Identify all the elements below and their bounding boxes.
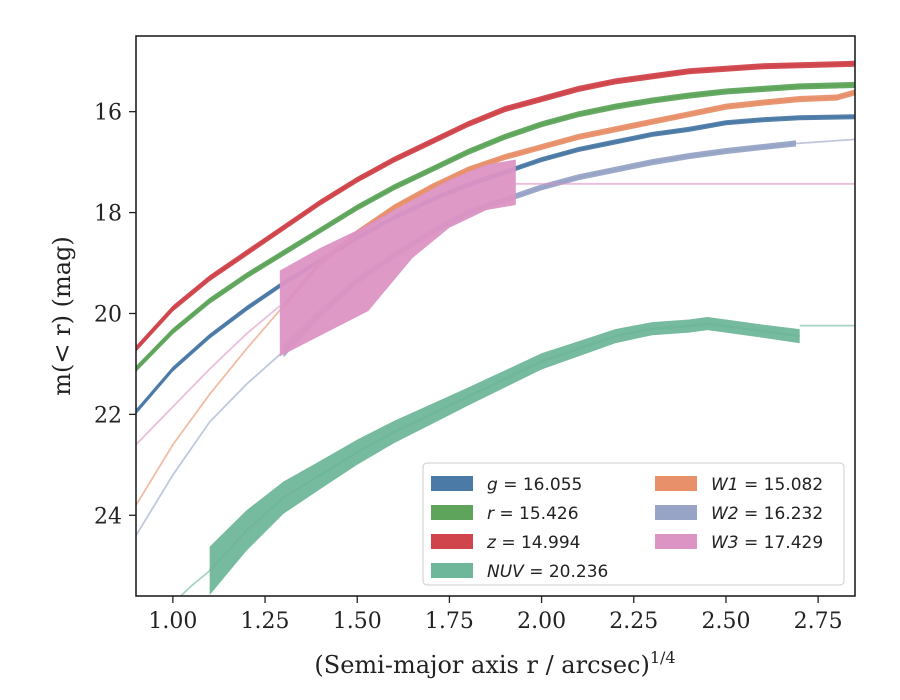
legend-label-w3: W3 = 17.429: [711, 533, 823, 553]
y-tick-label: 18: [94, 202, 122, 227]
series-layer: [136, 60, 855, 596]
legend-swatch-r: [431, 505, 473, 520]
series-nuv-band: [209, 317, 800, 595]
y-tick-label: 20: [94, 302, 122, 327]
legend-label-g: g = 16.055: [487, 475, 582, 495]
y-tick-label: 24: [94, 504, 122, 529]
series-w3-faint-segment: [136, 305, 281, 446]
y-tick-label: 16: [94, 101, 122, 126]
x-tick-label: 1.50: [333, 609, 382, 634]
legend-label-z: z = 14.994: [486, 533, 580, 553]
x-tick-label: 2.50: [701, 609, 750, 634]
series-w2-faint-tail: [795, 138, 855, 145]
series-nuv-line: [208, 322, 800, 572]
x-tick-label: 2.00: [517, 609, 566, 634]
legend-swatch-nuv: [431, 563, 473, 578]
series-z-line: [136, 62, 855, 350]
series-r-line: [136, 83, 855, 370]
x-tick-label: 2.25: [609, 609, 658, 634]
legend-swatch-g: [431, 476, 473, 491]
legend-swatch-w3: [655, 534, 697, 549]
legend-swatch-w1: [655, 476, 697, 491]
x-tick-label: 2.75: [794, 609, 843, 634]
x-tick-label: 1.00: [148, 609, 197, 634]
x-axis-title: (Semi-major axis r / arcsec)1/4: [314, 648, 675, 679]
legend-label-w2: W2 = 16.232: [711, 504, 823, 524]
series-w2-faint-segment: [136, 350, 285, 536]
series-nuv-faint-segment: [179, 570, 211, 596]
legend-label-nuv: NUV = 20.236: [487, 562, 608, 582]
x-axis-exponent: 1/4: [650, 648, 676, 667]
y-axis-title: m(< r) (mag): [48, 236, 76, 395]
y-tick-label: 22: [94, 403, 122, 428]
legend: g = 16.055 r = 15.426 z = 14.994 NUV = 20.2…: [422, 462, 845, 586]
x-tick-label: 1.75: [425, 609, 474, 634]
legend-label-r: r = 15.426: [487, 504, 579, 524]
series-w1-line: [282, 91, 855, 307]
plot-frame: [135, 35, 856, 597]
legend-frame: [422, 462, 845, 586]
series-w1-faint-segment: [136, 305, 285, 506]
legend-label-w1: W1 = 15.082: [711, 475, 823, 495]
ticks-layer: 1.00 1.25 1.50 1.75 2.00 2.25 2.50 2.75 16 18 20 22…: [94, 101, 843, 634]
x-tick-label: 1.25: [241, 609, 290, 634]
legend-swatch-w2: [655, 505, 697, 520]
legend-swatch-z: [431, 534, 473, 549]
series-w3-band: [279, 159, 516, 357]
